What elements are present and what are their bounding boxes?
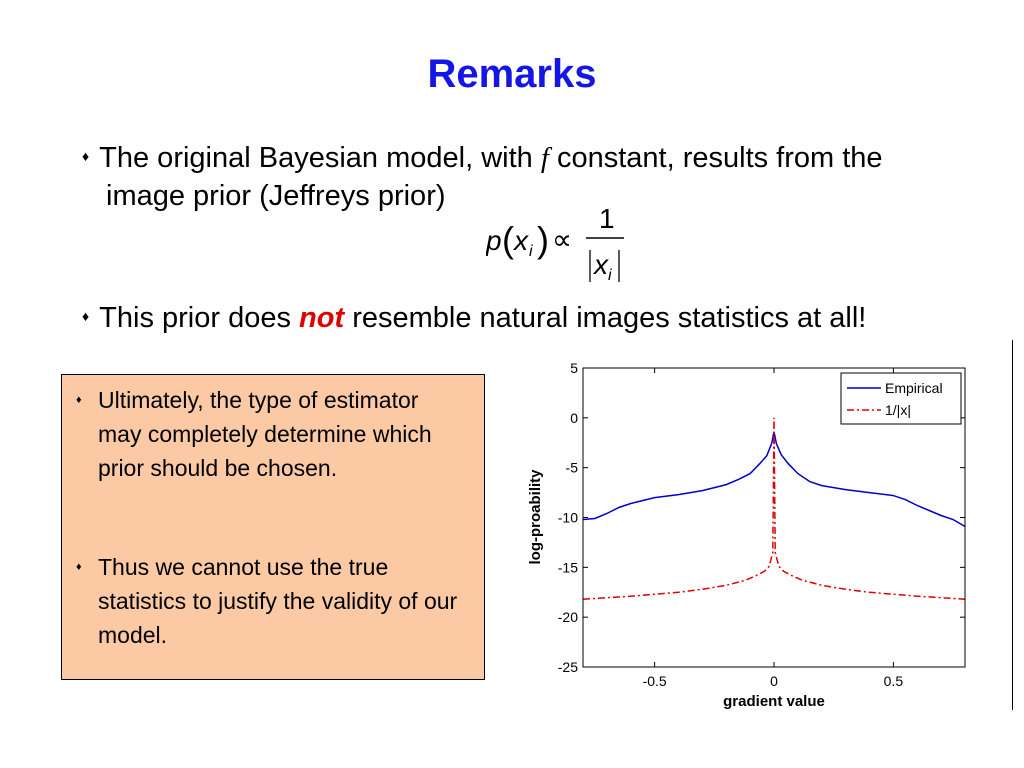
diamond-bullet-icon: ♦ — [82, 148, 90, 165]
edge-divider-line — [1012, 340, 1013, 710]
diamond-bullet-icon: ♦ — [76, 394, 82, 406]
bullet-1-line-2: image prior (Jeffreys prior) — [106, 180, 446, 212]
bullet-1-text-a: The original Bayesian model, with — [99, 142, 533, 174]
x-tick-labels: -0.5 0 0.5 — [643, 368, 904, 689]
series-line-empirical — [582, 431, 966, 528]
x-tick-label: 0.5 — [884, 673, 904, 689]
box-item-2-text: Thus we cannot use the true statistics t… — [98, 554, 458, 648]
remark-box: ♦ Ultimately, the type of estimator may … — [61, 374, 485, 680]
y-tick-label: -10 — [558, 510, 578, 526]
y-tick-label: -25 — [558, 659, 578, 675]
emphasis-not: not — [299, 302, 345, 334]
y-tick-label: 0 — [570, 410, 578, 426]
bullet-2-line: ♦ This prior does not resemble natural im… — [82, 299, 866, 338]
formula-denominator-i: i — [608, 267, 612, 284]
formula-denominator-x: x — [592, 249, 609, 280]
formula-x: x — [512, 225, 529, 256]
x-axis-label: gradient value — [723, 693, 825, 710]
formula-open-paren: ( — [502, 219, 514, 260]
y-axis-label: log-proability — [527, 469, 544, 565]
jeffreys-prior-formula: p ( x i ) ∝ 1 x i — [486, 203, 624, 284]
series-layer — [582, 417, 966, 600]
legend-label-empirical: Empirical — [885, 380, 943, 396]
gradient-distribution-chart: 5 0 -5 -10 -15 -20 -25 -0.5 0 0.5 Empirical 1/|x… — [527, 360, 966, 710]
legend-label-jeffreys: 1/|x| — [885, 402, 911, 418]
slide-title: Remarks — [427, 52, 597, 96]
formula-proportional: ∝ — [552, 224, 572, 255]
bullet-1-text-b: constant, results from the — [556, 142, 883, 174]
y-tick-label: -15 — [558, 559, 578, 575]
box-item-1-text: Ultimately, the type of estimator may co… — [98, 387, 432, 481]
bullet-2-text-a: This prior does — [99, 302, 291, 334]
formula-numerator: 1 — [599, 203, 615, 234]
y-tick-label: 5 — [570, 360, 578, 376]
series-line-jeffreys — [582, 417, 966, 600]
x-tick-label: -0.5 — [643, 673, 667, 689]
formula-p: p — [486, 225, 502, 256]
formula-subscript-i: i — [529, 243, 533, 260]
diamond-bullet-icon: ♦ — [76, 561, 82, 573]
formula-close-paren: ) — [537, 219, 549, 260]
legend-box — [840, 372, 962, 425]
chart-legend: Empirical 1/|x| — [840, 372, 962, 425]
plot-area — [582, 367, 966, 668]
y-tick-label: -20 — [558, 609, 578, 625]
bullet-1-line-1: ♦ The original Bayesian model, with f con… — [82, 139, 883, 178]
bullet-2-text-b: resemble natural images statistics at al… — [352, 302, 867, 334]
variable-f: f — [540, 142, 549, 174]
y-tick-label: -5 — [566, 460, 579, 476]
x-tick-label: 0 — [770, 673, 778, 689]
diamond-bullet-icon: ♦ — [82, 308, 90, 325]
